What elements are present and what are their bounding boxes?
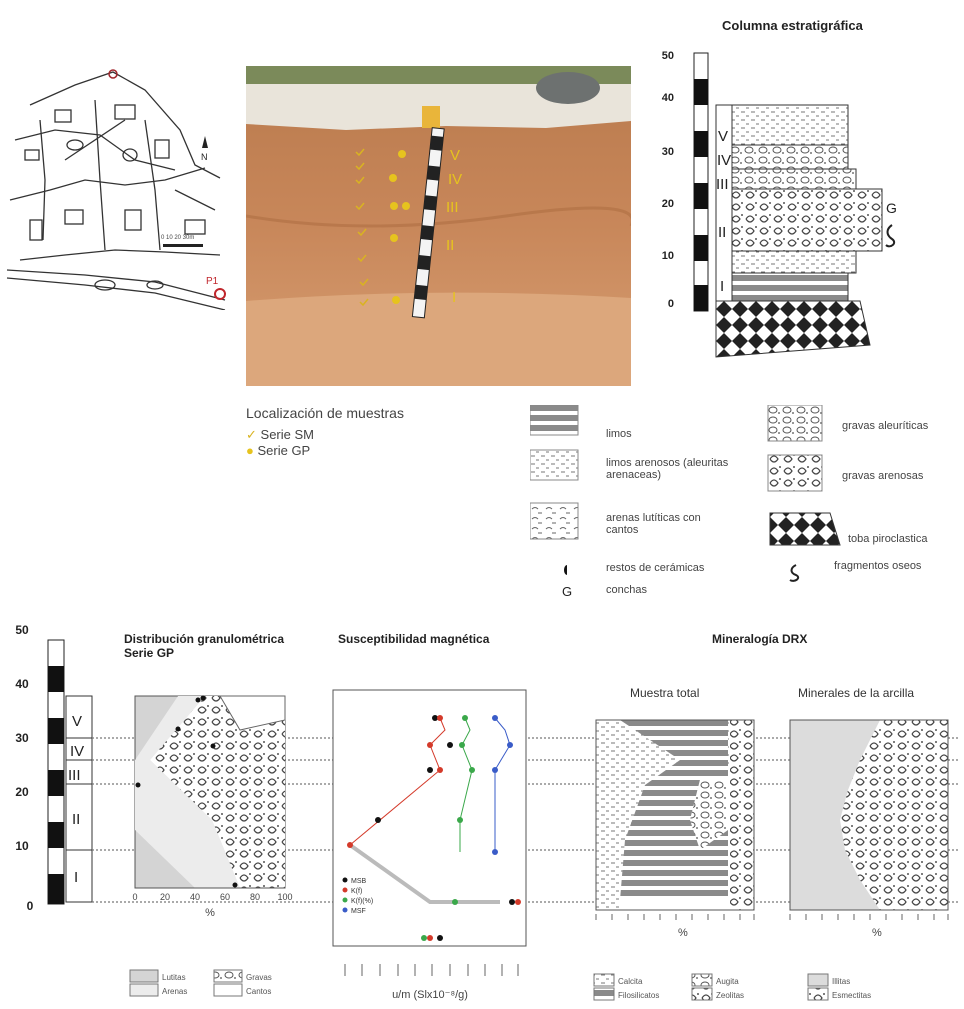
svg-text:Lutitas: Lutitas bbox=[162, 973, 186, 982]
svg-text:Filosilicatos: Filosilicatos bbox=[618, 991, 659, 1000]
sample-location-title: Localización de muestras bbox=[246, 405, 404, 421]
svg-text:0: 0 bbox=[668, 298, 674, 310]
legend-limos-arenosos: limos arenosos (aleuritas arenaceas) bbox=[606, 457, 729, 481]
svg-text:20: 20 bbox=[662, 198, 674, 210]
bone-icon bbox=[885, 224, 896, 248]
column-title: Columna estratigráfica bbox=[722, 18, 863, 33]
svg-text:30: 30 bbox=[662, 146, 674, 158]
photo-unit-label: I bbox=[452, 289, 456, 306]
svg-text:MSB: MSB bbox=[351, 878, 367, 885]
unit-label: III bbox=[68, 767, 81, 784]
legend-limos: limos bbox=[606, 428, 632, 440]
svg-text:Arenas: Arenas bbox=[162, 987, 187, 996]
svg-text:Zeolitas: Zeolitas bbox=[716, 991, 744, 1000]
unit-label: V bbox=[72, 713, 82, 730]
map-scale-bar: 0 10 20 30m bbox=[161, 235, 203, 247]
check-icon: ✓ bbox=[246, 427, 257, 442]
legend-conchas: conchas bbox=[606, 584, 647, 596]
column-unit-label: I bbox=[720, 278, 724, 295]
shell-icon: G bbox=[886, 200, 897, 216]
svg-text:10: 10 bbox=[15, 839, 29, 853]
drx-clay-title: Minerales de la arcilla bbox=[798, 686, 915, 700]
svg-text:40: 40 bbox=[662, 92, 674, 104]
sample-location-legend: Localización de muestras ✓ Serie SM ● Se… bbox=[246, 405, 404, 458]
svg-text:Gravas: Gravas bbox=[246, 973, 272, 982]
svg-text:%: % bbox=[678, 927, 688, 939]
photo-unit-label: III bbox=[446, 199, 459, 216]
svg-text:Calcita: Calcita bbox=[618, 977, 643, 986]
unit-label: I bbox=[74, 869, 78, 886]
legend-arenas-luticas: arenas lutíticas con cantos bbox=[606, 512, 701, 536]
column-unit-label: II bbox=[718, 224, 726, 241]
bone-icon bbox=[789, 564, 800, 582]
legend-toba: toba piroclastica bbox=[848, 533, 928, 545]
svg-text:%: % bbox=[205, 907, 215, 919]
unit-label: IV bbox=[70, 743, 84, 760]
mag-title: Susceptibilidad magnética bbox=[338, 632, 490, 646]
bottom-figure: 50 40 30 20 10 0 V IV III II I 0 20 bbox=[15, 623, 960, 1001]
drx-total-title: Muestra total bbox=[630, 686, 700, 700]
legend-oseos: fragmentos oseos bbox=[834, 560, 922, 572]
legend-entry-gp: ● Serie GP bbox=[246, 443, 404, 458]
column-unit-label: IV bbox=[717, 152, 731, 169]
svg-text:Cantos: Cantos bbox=[246, 987, 271, 996]
legend-gravas-arenosas: gravas arenosas bbox=[842, 470, 924, 482]
legend-label: Serie GP bbox=[257, 443, 311, 458]
legend-entry-sm: ✓ Serie SM bbox=[246, 427, 404, 443]
legend-label: Serie SM bbox=[260, 427, 314, 442]
svg-text:100: 100 bbox=[277, 892, 292, 902]
svg-text:40: 40 bbox=[190, 892, 200, 902]
column-unit-label: III bbox=[716, 176, 729, 193]
svg-text:K(f)(%): K(f)(%) bbox=[351, 898, 373, 905]
svg-text:MSF: MSF bbox=[351, 908, 366, 915]
photo-unit-label: IV bbox=[448, 171, 462, 188]
svg-text:20: 20 bbox=[15, 785, 29, 799]
location-map: N 0 10 20 30m P1 bbox=[6, 69, 226, 310]
column-unit-label: V bbox=[718, 128, 728, 145]
unit-label: II bbox=[72, 811, 80, 828]
legend-gravas-aleuriticas: gravas aleuríticas bbox=[842, 420, 929, 432]
map-site-label: P1 bbox=[206, 276, 219, 287]
grain-title: Distribución granulométrica Serie GP bbox=[124, 632, 285, 660]
legend-ceramica: restos de cerámicas bbox=[606, 562, 705, 574]
svg-text:30: 30 bbox=[15, 731, 29, 745]
svg-text:0: 0 bbox=[132, 892, 137, 902]
svg-text:50: 50 bbox=[662, 50, 674, 62]
shell-icon: G bbox=[562, 584, 572, 599]
north-arrow-icon: N bbox=[201, 136, 208, 162]
svg-text:K(f): K(f) bbox=[351, 888, 362, 895]
svg-text:N: N bbox=[201, 152, 208, 162]
outcrop-photo: V IV III II I bbox=[246, 66, 631, 386]
svg-text:80: 80 bbox=[250, 892, 260, 902]
dot-icon: ● bbox=[246, 443, 254, 458]
drx-title: Mineralogía DRX bbox=[712, 632, 808, 646]
stratigraphic-column: 50 40 30 20 10 0 V IV III II I G bbox=[662, 50, 897, 358]
photo-unit-label: II bbox=[446, 237, 454, 254]
svg-text:Esmectitas: Esmectitas bbox=[832, 991, 871, 1000]
svg-text:0: 0 bbox=[27, 899, 34, 913]
svg-text:Augita: Augita bbox=[716, 977, 739, 986]
ceramic-icon bbox=[564, 565, 567, 575]
svg-text:40: 40 bbox=[15, 677, 29, 691]
svg-text:%: % bbox=[872, 927, 882, 939]
svg-text:60: 60 bbox=[220, 892, 230, 902]
svg-text:20: 20 bbox=[160, 892, 170, 902]
svg-text:Illitas: Illitas bbox=[832, 977, 850, 986]
svg-text:50: 50 bbox=[15, 623, 29, 637]
svg-text:0 10 20 30m: 0 10 20 30m bbox=[161, 235, 194, 241]
svg-text:10: 10 bbox=[662, 250, 674, 262]
svg-text:u/m (Slx10⁻⁸/g): u/m (Slx10⁻⁸/g) bbox=[392, 989, 468, 1001]
lithology-legend-swatches: G bbox=[530, 405, 841, 599]
photo-unit-label: V bbox=[450, 147, 460, 164]
